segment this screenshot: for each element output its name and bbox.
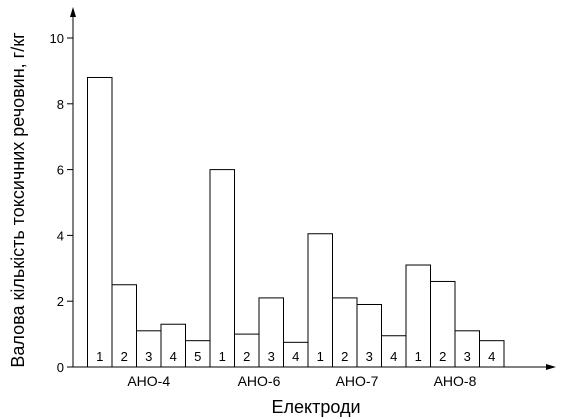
group-labels-layer: АНО-4 АНО-6 АНО-7 АНО-8 — [127, 373, 476, 389]
bar-4-4 — [479, 340, 505, 368]
axes-layer — [70, 7, 556, 370]
bar-label: 1 — [96, 349, 103, 364]
x-axis-arrow-icon — [546, 364, 556, 370]
group-label: АНО-8 — [434, 373, 477, 389]
y-axis-title: Валова кількість токсичних речовин, г/кг — [8, 32, 28, 368]
y-tick-label: 4 — [57, 228, 64, 243]
bar-label: 1 — [317, 349, 324, 364]
bar-2-1 — [209, 169, 235, 368]
bar-label: 3 — [464, 349, 471, 364]
bar-label: 4 — [488, 349, 495, 364]
group-label: АНО-6 — [238, 373, 281, 389]
bar-3-2 — [332, 297, 358, 368]
bar-2-3 — [258, 297, 284, 368]
bar-4-2 — [430, 280, 456, 368]
y-axis-arrow-icon — [70, 7, 76, 17]
bar-label: 1 — [219, 349, 226, 364]
bars-layer: 1 2 3 4 5 1 2 3 4 1 2 3 4 1 2 3 4 — [87, 76, 505, 368]
bar-label: 4 — [390, 349, 397, 364]
bar-label: 4 — [170, 349, 177, 364]
bar-label: 3 — [145, 349, 152, 364]
y-ticks-layer: 0 2 4 6 8 10 — [50, 31, 73, 375]
y-tick-label: 2 — [57, 294, 64, 309]
bar-3-4 — [381, 335, 407, 368]
bar-label: 2 — [243, 349, 250, 364]
y-tick-label: 8 — [57, 97, 64, 112]
x-axis-title: Електроди — [271, 397, 360, 417]
bar-1-1 — [87, 76, 113, 368]
bar-label: 1 — [415, 349, 422, 364]
bar-3-1 — [307, 233, 333, 368]
bar-label: 4 — [292, 349, 299, 364]
bar-label: 3 — [366, 349, 373, 364]
bar-1-2 — [111, 284, 137, 368]
y-tick-label: 6 — [57, 163, 64, 178]
group-label: АНО-7 — [336, 373, 379, 389]
bar-label: 2 — [341, 349, 348, 364]
bar-label: 5 — [194, 349, 201, 364]
group-label: АНО-4 — [127, 373, 170, 389]
bar-label: 2 — [439, 349, 446, 364]
y-tick-label: 0 — [57, 360, 64, 375]
bar-label: 2 — [121, 349, 128, 364]
y-tick-label: 10 — [50, 31, 64, 46]
bar-label: 3 — [268, 349, 275, 364]
